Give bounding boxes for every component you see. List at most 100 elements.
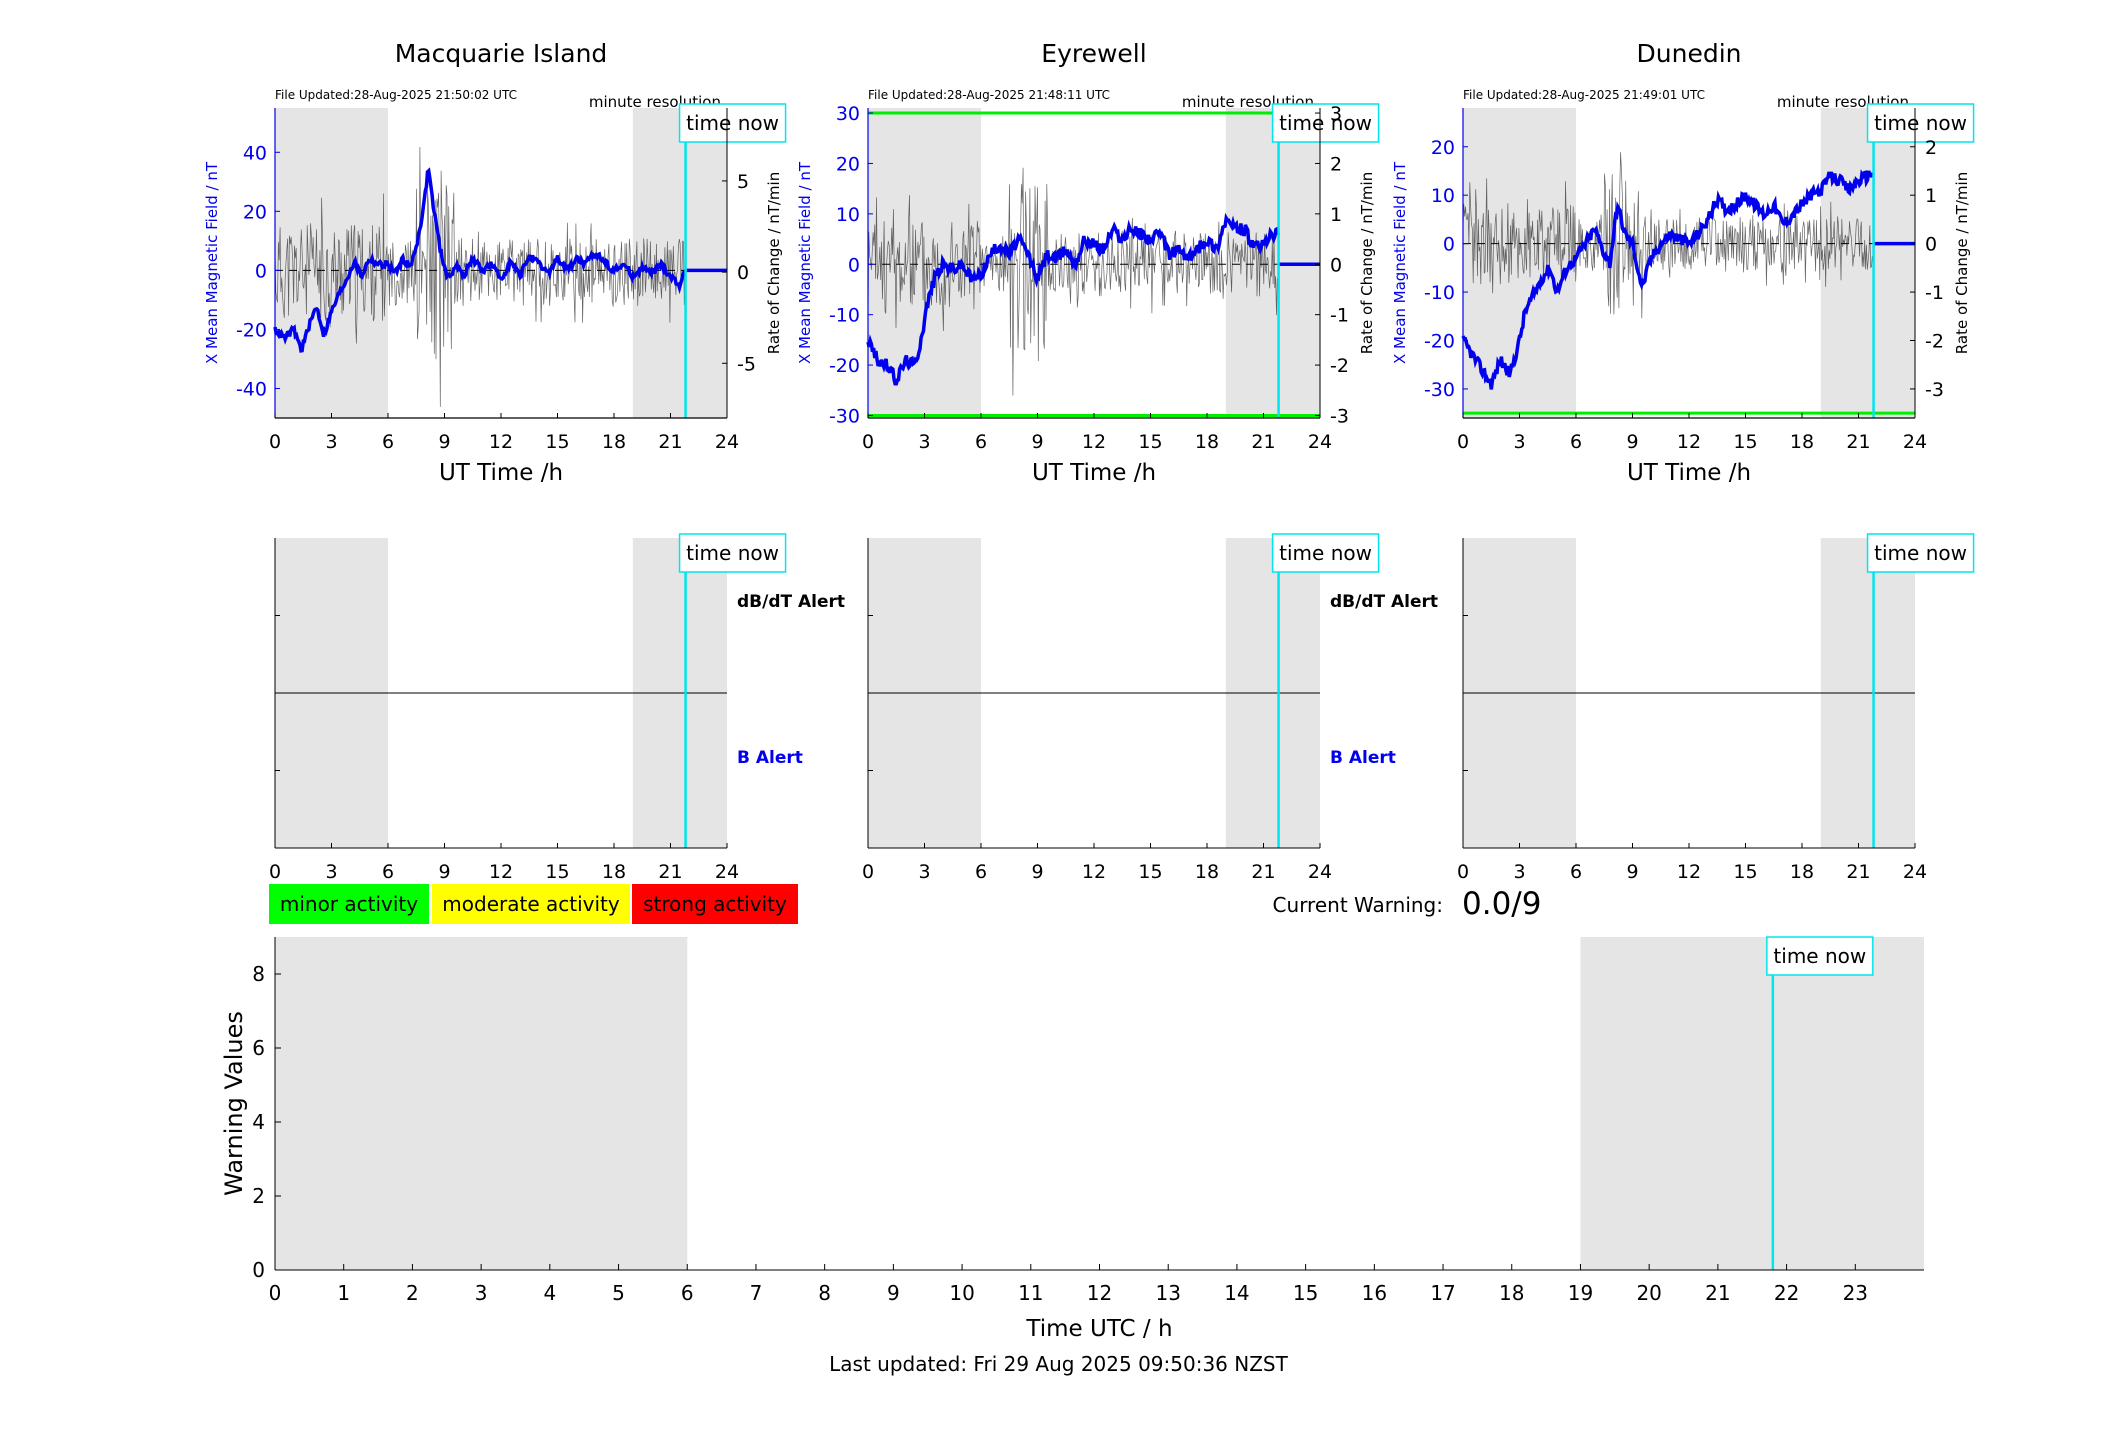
x-axis-label: UT Time /h xyxy=(1627,460,1751,486)
x-tick-label: 0 xyxy=(269,431,281,453)
alert-x-tick-label: 15 xyxy=(545,861,569,883)
alert-time-now-label: time now xyxy=(686,541,779,565)
right-tick-label: -1 xyxy=(1925,282,1944,304)
time-now-label-box xyxy=(1271,103,1380,143)
x-tick-label: 15 xyxy=(1138,431,1162,453)
left-tick-label: -30 xyxy=(829,405,860,427)
left-tick-label: 40 xyxy=(243,142,267,164)
time-now-label-box xyxy=(1866,103,1975,143)
warning-x-tick-label: 21 xyxy=(1705,1281,1730,1305)
right-tick-label: 0 xyxy=(1925,234,1937,256)
warning-x-tick-label: 19 xyxy=(1568,1281,1593,1305)
right-tick-label: 0 xyxy=(1330,254,1342,276)
alert-x-tick-label: 6 xyxy=(975,861,987,883)
right-axis-label: Rate of Change / nT/min xyxy=(1953,172,1971,354)
current-warning-label: Current Warning: xyxy=(1273,893,1443,917)
warning-y-tick-label: 4 xyxy=(252,1110,265,1134)
x-tick-label: 18 xyxy=(1195,431,1219,453)
file-updated-text: File Updated:28-Aug-2025 21:48:11 UTC xyxy=(868,88,1110,102)
x-tick-label: 0 xyxy=(1457,431,1469,453)
time-now-label: time now xyxy=(1874,111,1967,135)
warning-x-tick-label: 10 xyxy=(949,1281,974,1305)
legend-strong-label: strong activity xyxy=(643,892,787,916)
right-tick-label: -5 xyxy=(737,353,756,375)
alert-x-tick-label: 9 xyxy=(1031,861,1043,883)
x-tick-label: 24 xyxy=(1308,431,1332,453)
warning-x-tick-label: 0 xyxy=(269,1281,282,1305)
x-tick-label: 18 xyxy=(602,431,626,453)
footer-last-updated: Last updated: Fri 29 Aug 2025 09:50:36 N… xyxy=(829,1352,1288,1376)
x-tick-label: 12 xyxy=(489,431,513,453)
x-tick-label: 6 xyxy=(1570,431,1582,453)
alert-x-tick-label: 15 xyxy=(1138,861,1162,883)
warning-y-tick-label: 8 xyxy=(252,962,265,986)
rate-of-change-series xyxy=(1462,152,1874,319)
alert-x-tick-label: 24 xyxy=(715,861,739,883)
alert-x-tick-label: 0 xyxy=(269,861,281,883)
x-tick-label: 15 xyxy=(1733,431,1757,453)
alert-x-tick-label: 3 xyxy=(325,861,337,883)
warning-x-tick-label: 16 xyxy=(1362,1281,1387,1305)
warning-x-tick-label: 11 xyxy=(1018,1281,1043,1305)
x-tick-label: 9 xyxy=(438,431,450,453)
x-tick-label: 24 xyxy=(715,431,739,453)
time-now-label-box xyxy=(678,103,787,143)
left-axis-label: X Mean Magnetic Field / nT xyxy=(796,161,814,364)
legend-moderate-swatch xyxy=(432,884,630,924)
warning-night-shade xyxy=(275,937,688,1270)
right-tick-label: -2 xyxy=(1925,331,1944,353)
b-alert-label: B Alert xyxy=(737,748,803,768)
activity-legend: minor activity moderate activity strong ac… xyxy=(269,884,798,924)
x-tick-label: 24 xyxy=(1903,431,1927,453)
alert-x-tick-label: 0 xyxy=(862,861,874,883)
night-shade xyxy=(632,108,727,418)
alert-x-tick-label: 12 xyxy=(1082,861,1106,883)
left-tick-label: -40 xyxy=(236,378,267,400)
x-tick-label: 6 xyxy=(975,431,987,453)
alert-x-tick-label: 6 xyxy=(1570,861,1582,883)
warning-x-tick-label: 14 xyxy=(1224,1281,1249,1305)
warning-x-tick-label: 18 xyxy=(1499,1281,1524,1305)
left-tick-label: -10 xyxy=(829,305,860,327)
time-now-label: time now xyxy=(1279,111,1372,135)
x-tick-label: 9 xyxy=(1626,431,1638,453)
right-axis-label: Rate of Change / nT/min xyxy=(765,172,783,354)
legend-minor-label: minor activity xyxy=(280,892,418,916)
legend-moderate-label: moderate activity xyxy=(442,892,620,916)
right-tick-label: 2 xyxy=(1925,137,1937,159)
warning-x-tick-label: 23 xyxy=(1843,1281,1868,1305)
right-tick-label: 1 xyxy=(1925,185,1937,207)
warning-y-tick-label: 2 xyxy=(252,1184,265,1208)
left-tick-label: 20 xyxy=(1431,137,1455,159)
left-tick-label: 0 xyxy=(1443,234,1455,256)
left-tick-label: 10 xyxy=(836,204,860,226)
left-axis-label: X Mean Magnetic Field / nT xyxy=(1391,161,1409,364)
station-title: Eyrewell xyxy=(1041,39,1146,68)
right-tick-label: 1 xyxy=(1330,204,1342,226)
station-panel-0: Macquarie Island File Updated:28-Aug-2025… xyxy=(203,39,845,883)
x-tick-label: 21 xyxy=(658,431,682,453)
left-tick-label: -10 xyxy=(1424,282,1455,304)
warning-y-axis-label: Warning Values xyxy=(220,1011,248,1196)
right-tick-label: 2 xyxy=(1330,153,1342,175)
alert-x-tick-label: 24 xyxy=(1308,861,1332,883)
x-tick-label: 21 xyxy=(1251,431,1275,453)
right-tick-label: 0 xyxy=(737,262,749,284)
x-tick-label: 0 xyxy=(862,431,874,453)
station-panel-2: Dunedin File Updated:28-Aug-2025 21:49:01… xyxy=(1391,39,1975,883)
warning-x-tick-label: 12 xyxy=(1087,1281,1112,1305)
station-panel-1: Eyrewell File Updated:28-Aug-2025 21:48:1… xyxy=(796,39,1438,883)
station-title: Macquarie Island xyxy=(395,39,608,68)
x-tick-label: 3 xyxy=(918,431,930,453)
x-tick-label: 3 xyxy=(325,431,337,453)
magnetic-field-series xyxy=(273,167,687,353)
x-axis-label: UT Time /h xyxy=(1032,460,1156,486)
left-axis-label: X Mean Magnetic Field / nT xyxy=(203,161,221,364)
right-tick-label: -3 xyxy=(1925,379,1944,401)
right-tick-label: -3 xyxy=(1330,405,1349,427)
warning-x-tick-label: 4 xyxy=(543,1281,556,1305)
warning-x-tick-label: 1 xyxy=(337,1281,350,1305)
alert-time-now-label-box xyxy=(678,533,787,573)
left-tick-label: 0 xyxy=(848,254,860,276)
